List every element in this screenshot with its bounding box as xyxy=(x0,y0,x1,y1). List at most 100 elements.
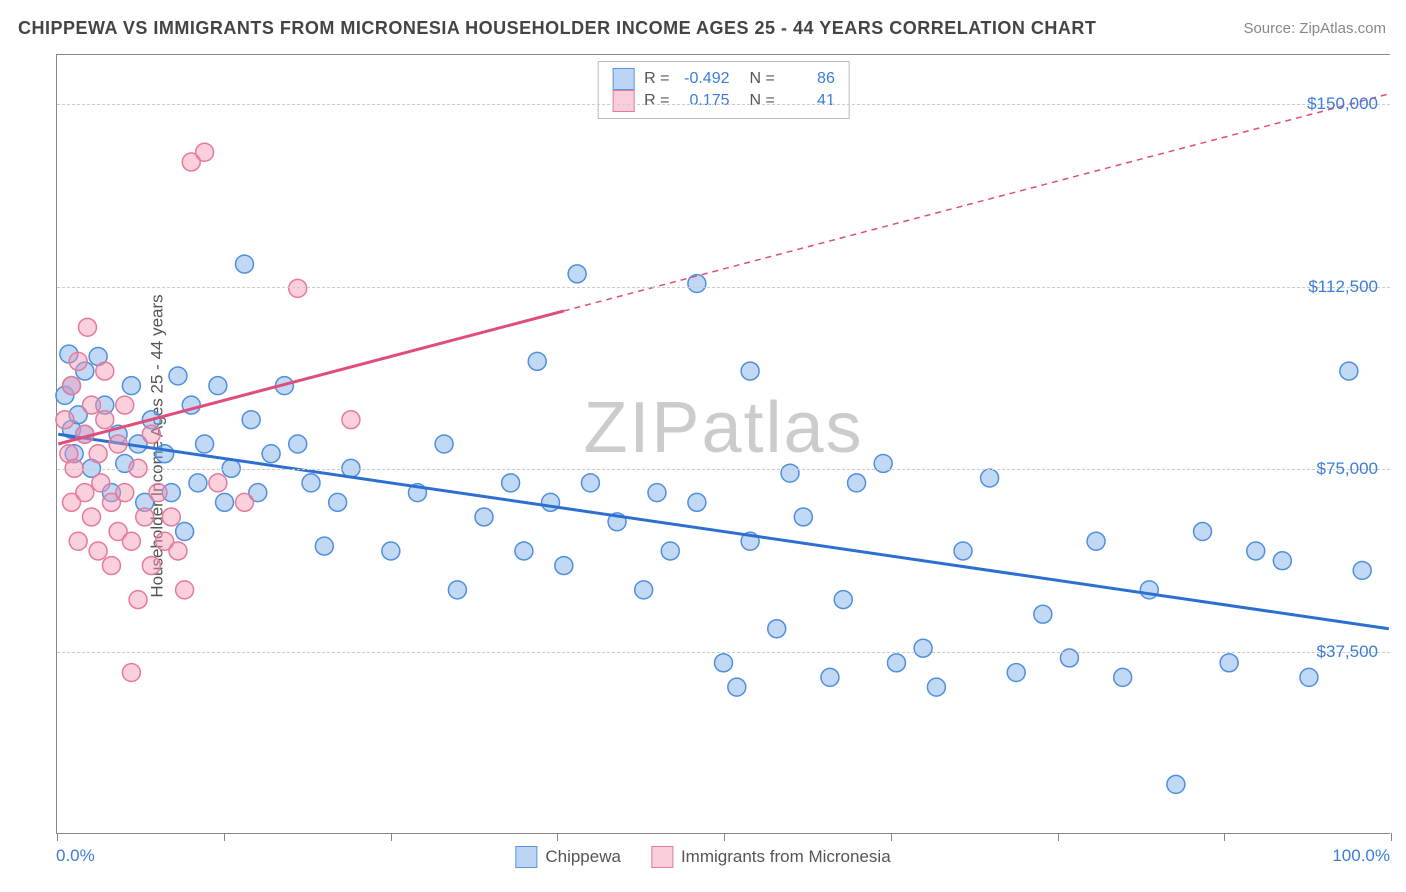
data-point xyxy=(109,435,127,453)
y-tick-label: $37,500 xyxy=(1317,642,1378,662)
data-point xyxy=(289,279,307,297)
data-point xyxy=(65,459,83,477)
data-point xyxy=(1220,654,1238,672)
data-point xyxy=(262,445,280,463)
x-tick xyxy=(224,833,225,841)
data-point xyxy=(688,493,706,511)
gridline xyxy=(57,469,1390,470)
data-point xyxy=(96,411,114,429)
data-point xyxy=(848,474,866,492)
data-point xyxy=(96,362,114,380)
data-point xyxy=(661,542,679,560)
y-tick-label: $112,500 xyxy=(1308,277,1378,297)
data-point xyxy=(1034,605,1052,623)
data-point xyxy=(102,557,120,575)
x-axis-max-label: 100.0% xyxy=(1332,846,1390,866)
legend-label: Chippewa xyxy=(545,847,621,867)
data-point xyxy=(162,508,180,526)
data-point xyxy=(169,367,187,385)
scatter-svg xyxy=(57,55,1390,833)
data-point xyxy=(342,459,360,477)
data-point xyxy=(927,678,945,696)
source-label: Source: ZipAtlas.com xyxy=(1243,20,1386,37)
x-tick xyxy=(557,833,558,841)
data-point xyxy=(1167,775,1185,793)
legend-swatch xyxy=(612,68,634,90)
trend-line xyxy=(58,434,1389,629)
plot-area: ZIPatlas R = -0.492 N = 86 R = 0.175 N =… xyxy=(56,54,1390,834)
data-point xyxy=(581,474,599,492)
data-point xyxy=(715,654,733,672)
data-point xyxy=(69,532,87,550)
gridline xyxy=(57,287,1390,288)
data-point xyxy=(502,474,520,492)
legend-r-label: R = xyxy=(644,70,669,88)
data-point xyxy=(1087,532,1105,550)
x-axis-min-label: 0.0% xyxy=(56,846,95,866)
data-point xyxy=(142,557,160,575)
data-point xyxy=(741,362,759,380)
data-point xyxy=(635,581,653,599)
legend-row: R = -0.492 N = 86 xyxy=(612,68,835,90)
data-point xyxy=(216,493,234,511)
data-point xyxy=(794,508,812,526)
data-point xyxy=(222,459,240,477)
data-point xyxy=(289,435,307,453)
data-point xyxy=(1007,664,1025,682)
data-point xyxy=(89,542,107,560)
data-point xyxy=(236,493,254,511)
x-tick xyxy=(1391,833,1392,841)
data-point xyxy=(189,474,207,492)
data-point xyxy=(69,352,87,370)
data-point xyxy=(56,411,74,429)
data-point xyxy=(136,508,154,526)
legend-r-value: 0.175 xyxy=(680,92,730,110)
legend-r-label: R = xyxy=(644,92,669,110)
data-point xyxy=(315,537,333,555)
data-point xyxy=(82,508,100,526)
legend-item: Immigrants from Micronesia xyxy=(651,846,891,868)
data-point xyxy=(568,265,586,283)
data-point xyxy=(329,493,347,511)
data-point xyxy=(1340,362,1358,380)
data-point xyxy=(116,484,134,502)
data-point xyxy=(954,542,972,560)
data-point xyxy=(382,542,400,560)
data-point xyxy=(169,542,187,560)
legend-n-label: N = xyxy=(750,92,775,110)
data-point xyxy=(122,664,140,682)
y-tick-label: $150,000 xyxy=(1307,94,1378,114)
legend-n-value: 41 xyxy=(785,92,835,110)
legend-n-label: N = xyxy=(750,70,775,88)
data-point xyxy=(89,445,107,463)
data-point xyxy=(515,542,533,560)
data-point xyxy=(236,255,254,273)
data-point xyxy=(63,377,81,395)
data-point xyxy=(302,474,320,492)
data-point xyxy=(834,591,852,609)
data-point xyxy=(887,654,905,672)
legend-item: Chippewa xyxy=(515,846,621,868)
data-point xyxy=(914,639,932,657)
gridline xyxy=(57,104,1390,105)
data-point xyxy=(122,377,140,395)
data-point xyxy=(122,532,140,550)
data-point xyxy=(176,523,194,541)
legend-n-value: 86 xyxy=(785,70,835,88)
data-point xyxy=(129,459,147,477)
series-legend: Chippewa Immigrants from Micronesia xyxy=(515,846,890,868)
data-point xyxy=(448,581,466,599)
correlation-legend: R = -0.492 N = 86 R = 0.175 N = 41 xyxy=(597,61,850,119)
x-tick xyxy=(391,833,392,841)
legend-swatch xyxy=(612,90,634,112)
legend-swatch xyxy=(515,846,537,868)
data-point xyxy=(1300,668,1318,686)
data-point xyxy=(688,275,706,293)
x-tick xyxy=(891,833,892,841)
data-point xyxy=(648,484,666,502)
legend-label: Immigrants from Micronesia xyxy=(681,847,891,867)
data-point xyxy=(342,411,360,429)
data-point xyxy=(149,484,167,502)
data-point xyxy=(196,435,214,453)
data-point xyxy=(435,435,453,453)
